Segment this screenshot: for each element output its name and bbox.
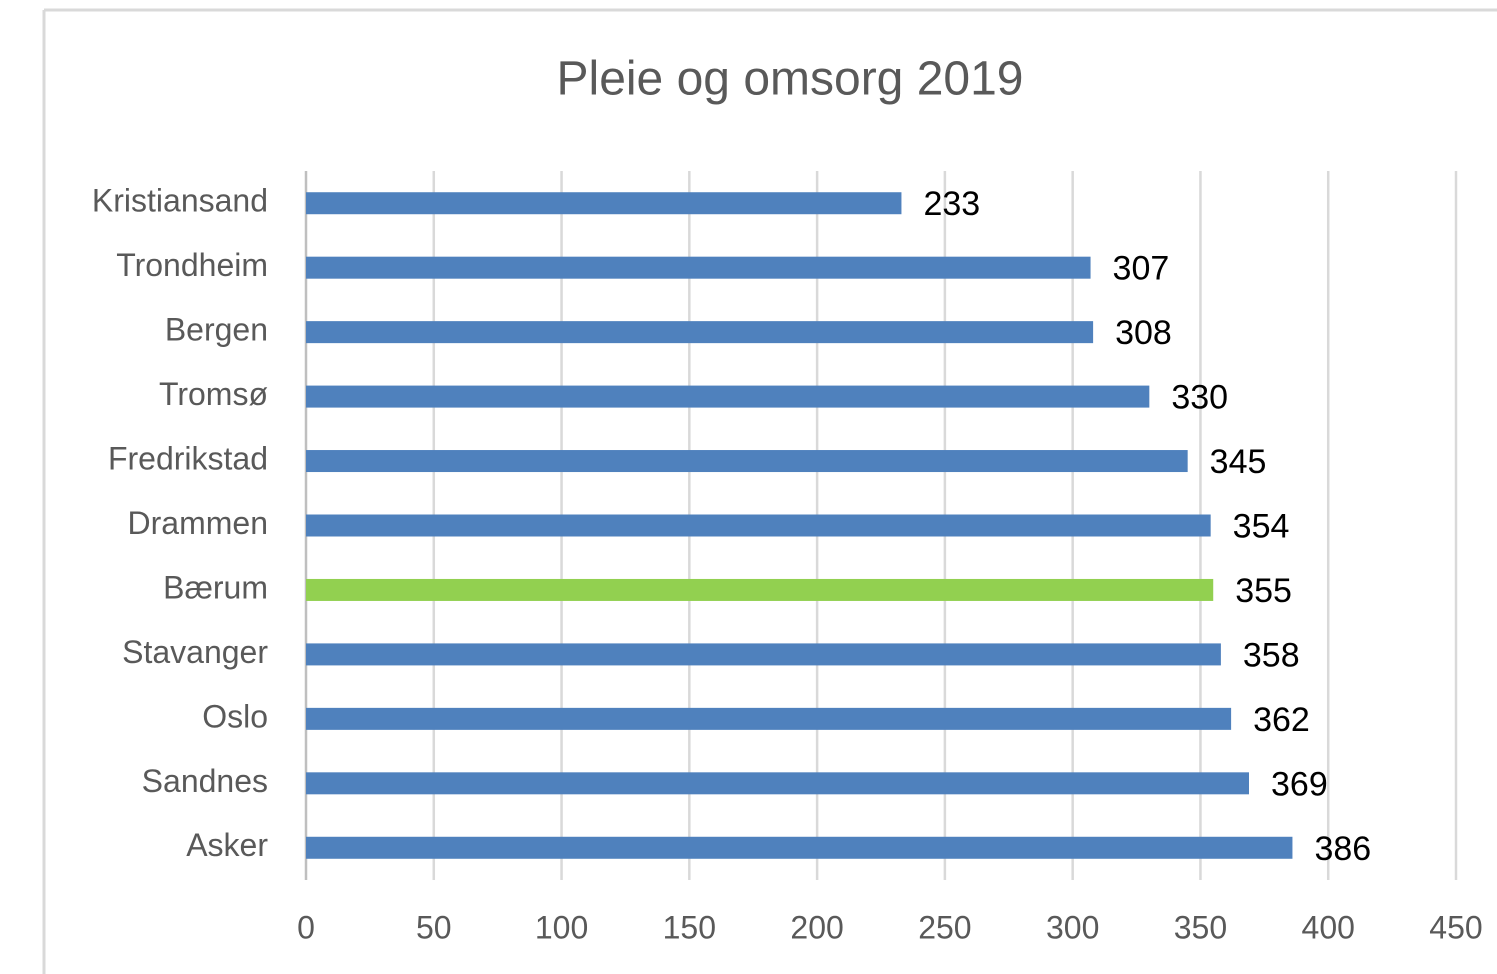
bar [306, 836, 1293, 859]
bar [306, 450, 1188, 473]
data-label: 330 [1171, 379, 1228, 417]
bar [306, 578, 1214, 601]
y-tick-label: Kristiansand [92, 183, 268, 219]
x-tick-label: 350 [1174, 909, 1227, 945]
data-label: 386 [1314, 830, 1371, 868]
y-tick-label: Fredrikstad [108, 440, 268, 476]
data-label: 345 [1210, 443, 1267, 481]
x-tick-label: 450 [1429, 909, 1482, 945]
x-tick-label: 0 [297, 909, 315, 945]
y-tick-label: Asker [186, 827, 268, 863]
y-tick-label: Drammen [128, 505, 268, 541]
bar [306, 772, 1249, 795]
y-tick-label: Tromsø [159, 376, 268, 412]
x-tick-label: 250 [918, 909, 971, 945]
bar [306, 707, 1232, 730]
x-tick-label: 150 [663, 909, 716, 945]
bar [306, 643, 1221, 666]
data-label: 362 [1253, 701, 1310, 739]
data-label: 355 [1235, 572, 1292, 610]
y-tick-label: Stavanger [122, 634, 268, 670]
bar [306, 321, 1094, 344]
y-tick-label: Trondheim [116, 247, 268, 283]
data-label: 307 [1113, 250, 1170, 288]
y-tick-label: Oslo [202, 698, 268, 734]
bar [306, 514, 1211, 537]
y-tick-label: Bergen [165, 312, 268, 348]
data-label: 233 [923, 185, 980, 223]
data-label: 358 [1243, 636, 1300, 674]
data-label: 308 [1115, 314, 1172, 352]
x-tick-label: 400 [1302, 909, 1355, 945]
x-tick-label: 50 [416, 909, 452, 945]
data-label: 354 [1233, 507, 1290, 545]
x-tick-label: 200 [790, 909, 843, 945]
chart-title: Pleie og omsorg 2019 [557, 53, 1024, 106]
x-tick-label: 100 [535, 909, 588, 945]
bar [306, 192, 902, 215]
bar [306, 256, 1091, 279]
x-tick-label: 300 [1046, 909, 1099, 945]
bar [306, 385, 1150, 408]
data-label: 369 [1271, 765, 1328, 803]
y-tick-label: Bærum [163, 569, 268, 605]
y-tick-label: Sandnes [142, 763, 268, 799]
